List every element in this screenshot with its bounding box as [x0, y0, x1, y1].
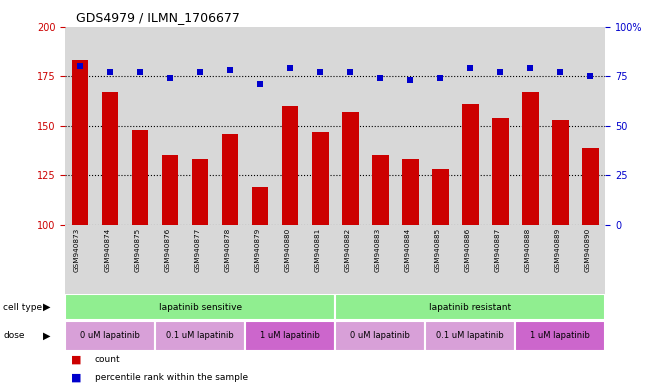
- Point: [105, 69, 115, 75]
- Point: [405, 77, 415, 83]
- Bar: [192, 159, 208, 225]
- Bar: [312, 132, 329, 225]
- Bar: [402, 159, 419, 225]
- Bar: [492, 118, 508, 225]
- Point: [375, 75, 385, 81]
- Bar: [516, 321, 605, 351]
- Text: 1 uM lapatinib: 1 uM lapatinib: [531, 331, 590, 341]
- Bar: [432, 169, 449, 225]
- Bar: [425, 321, 516, 351]
- Point: [345, 69, 355, 75]
- Bar: [245, 321, 335, 351]
- Bar: [102, 92, 118, 225]
- Text: GSM940888: GSM940888: [525, 228, 531, 272]
- Bar: [65, 294, 335, 320]
- Point: [165, 75, 175, 81]
- Text: GSM940881: GSM940881: [314, 228, 320, 272]
- Text: GSM940887: GSM940887: [494, 228, 501, 272]
- Text: GSM940878: GSM940878: [224, 228, 230, 272]
- Point: [465, 65, 475, 71]
- Bar: [132, 130, 148, 225]
- Point: [255, 81, 266, 87]
- Bar: [222, 134, 238, 225]
- Text: 1 uM lapatinib: 1 uM lapatinib: [260, 331, 320, 341]
- Text: 0.1 uM lapatinib: 0.1 uM lapatinib: [436, 331, 505, 341]
- Text: GSM940874: GSM940874: [104, 228, 110, 272]
- Text: GSM940877: GSM940877: [194, 228, 201, 272]
- Text: ■: ■: [70, 354, 81, 364]
- Text: count: count: [95, 355, 120, 364]
- Bar: [65, 321, 155, 351]
- Point: [75, 63, 85, 70]
- Text: ▶: ▶: [43, 302, 51, 312]
- Point: [225, 67, 236, 73]
- Text: GSM940889: GSM940889: [555, 228, 561, 272]
- Text: dose: dose: [3, 331, 25, 341]
- Point: [585, 73, 596, 79]
- Text: 0.1 uM lapatinib: 0.1 uM lapatinib: [166, 331, 234, 341]
- Bar: [162, 156, 178, 225]
- Bar: [552, 120, 569, 225]
- Text: GSM940885: GSM940885: [434, 228, 440, 272]
- Text: GSM940890: GSM940890: [585, 228, 590, 272]
- Point: [495, 69, 506, 75]
- Point: [525, 65, 536, 71]
- Text: lapatinib sensitive: lapatinib sensitive: [159, 303, 242, 312]
- Text: GSM940886: GSM940886: [464, 228, 470, 272]
- Bar: [372, 156, 389, 225]
- Text: ▶: ▶: [43, 331, 51, 341]
- Text: GSM940879: GSM940879: [255, 228, 260, 272]
- Bar: [335, 294, 605, 320]
- Point: [555, 69, 566, 75]
- Text: cell type: cell type: [3, 303, 42, 312]
- Text: GSM940882: GSM940882: [344, 228, 350, 272]
- Point: [315, 69, 326, 75]
- Bar: [522, 92, 538, 225]
- Bar: [72, 61, 89, 225]
- Text: GSM940873: GSM940873: [74, 228, 80, 272]
- Point: [195, 69, 206, 75]
- Bar: [252, 187, 268, 225]
- Text: GSM940875: GSM940875: [134, 228, 140, 272]
- Text: GSM940880: GSM940880: [284, 228, 290, 272]
- Bar: [335, 321, 425, 351]
- Text: 0 uM lapatinib: 0 uM lapatinib: [80, 331, 140, 341]
- Bar: [582, 147, 599, 225]
- Bar: [462, 104, 478, 225]
- Point: [435, 75, 445, 81]
- Bar: [282, 106, 299, 225]
- Point: [285, 65, 296, 71]
- Text: GSM940884: GSM940884: [404, 228, 410, 272]
- Text: 0 uM lapatinib: 0 uM lapatinib: [350, 331, 410, 341]
- Bar: [155, 321, 245, 351]
- Point: [135, 69, 145, 75]
- Text: lapatinib resistant: lapatinib resistant: [429, 303, 512, 312]
- Text: GDS4979 / ILMN_1706677: GDS4979 / ILMN_1706677: [76, 11, 240, 24]
- Bar: [342, 112, 359, 225]
- Text: GSM940883: GSM940883: [374, 228, 380, 272]
- Text: GSM940876: GSM940876: [164, 228, 170, 272]
- Text: ■: ■: [70, 372, 81, 382]
- Text: percentile rank within the sample: percentile rank within the sample: [95, 373, 248, 382]
